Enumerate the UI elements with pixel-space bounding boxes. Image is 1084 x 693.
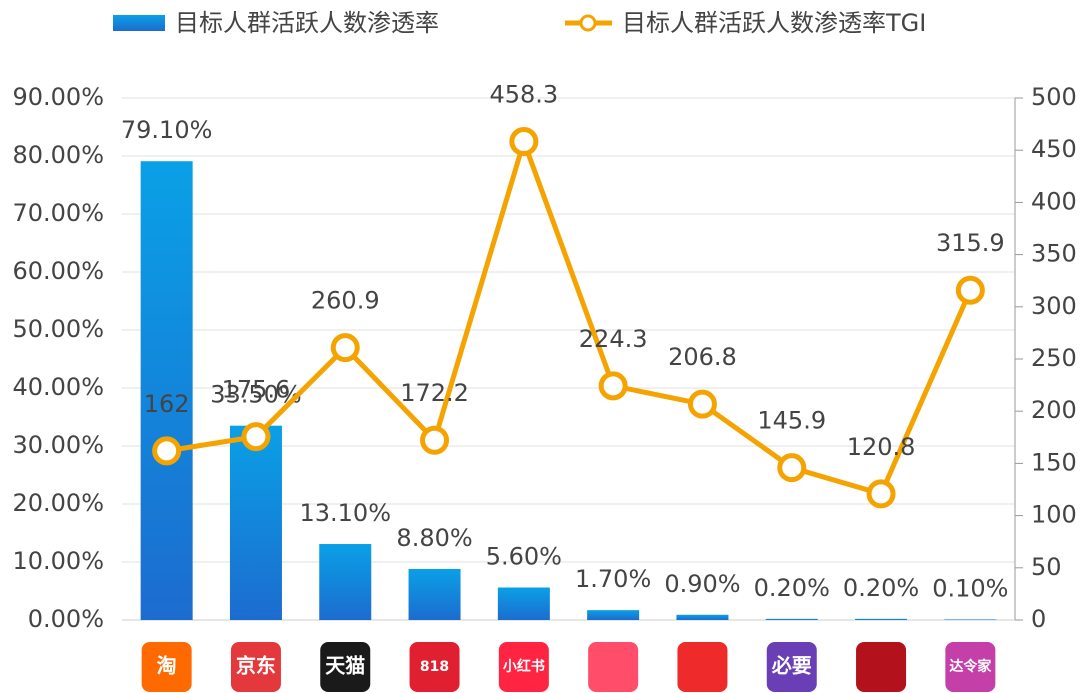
line-marker bbox=[866, 479, 896, 509]
line bbox=[166, 139, 973, 497]
y-tick-label: 30.00% bbox=[12, 431, 104, 459]
y2-tick-label: 50 bbox=[1031, 553, 1062, 581]
y2-tick-label: 150 bbox=[1031, 448, 1077, 476]
line-marker bbox=[420, 425, 450, 455]
y-tick-label: 60.00% bbox=[12, 257, 104, 285]
y2-tick-label: 350 bbox=[1031, 240, 1077, 268]
category-icon bbox=[409, 642, 460, 692]
bar bbox=[140, 161, 193, 620]
bar bbox=[408, 568, 461, 620]
y-tick-label: 50.00% bbox=[12, 315, 104, 343]
y-tick-label: 80.00% bbox=[12, 141, 104, 169]
category-icon bbox=[588, 642, 639, 692]
bar bbox=[229, 425, 282, 620]
category-icon bbox=[230, 642, 281, 692]
category-icon bbox=[856, 642, 907, 692]
y-tick-label: 0.00% bbox=[28, 605, 104, 633]
bar bbox=[765, 618, 818, 620]
y-tick-label: 20.00% bbox=[12, 489, 104, 517]
bar bbox=[855, 618, 908, 620]
line-marker bbox=[598, 371, 628, 401]
line-value-label: 145.9 bbox=[757, 407, 826, 435]
category-icon bbox=[677, 642, 728, 692]
x-tick-label: 京东 bbox=[236, 654, 276, 678]
y2-tick-label: 300 bbox=[1031, 292, 1077, 320]
y-tick-label: 90.00% bbox=[12, 83, 104, 111]
legend-swatch bbox=[113, 15, 165, 31]
line-marker bbox=[152, 436, 182, 466]
category-icon bbox=[945, 642, 996, 692]
y-tick-label: 10.00% bbox=[12, 547, 104, 575]
bar bbox=[319, 544, 372, 620]
line-value-label: 260.9 bbox=[311, 287, 380, 315]
bar-value-label: 0.20% bbox=[754, 574, 830, 602]
line-marker bbox=[687, 389, 717, 419]
line-value-label: 206.8 bbox=[668, 343, 737, 371]
line-marker bbox=[241, 422, 271, 452]
bar-value-label: 5.60% bbox=[486, 543, 562, 571]
x-tick-label: 达令家 bbox=[949, 658, 992, 675]
bar bbox=[587, 610, 640, 620]
line-value-label: 315.9 bbox=[936, 229, 1005, 257]
category-icon bbox=[320, 642, 371, 692]
y2-tick-label: 250 bbox=[1031, 344, 1077, 372]
y2-tick-label: 100 bbox=[1031, 501, 1077, 529]
line-value-label: 175.6 bbox=[222, 376, 291, 404]
bar-value-label: 79.10% bbox=[121, 116, 213, 144]
x-tick-label: 淘 bbox=[157, 654, 177, 678]
x-tick-label: 小红书 bbox=[503, 658, 545, 675]
bar-value-label: 13.10% bbox=[299, 499, 391, 527]
line-value-label: 162 bbox=[144, 390, 190, 418]
line-marker bbox=[777, 453, 807, 483]
category-icon bbox=[498, 642, 549, 692]
y2-tick-label: 500 bbox=[1031, 83, 1077, 111]
line-marker bbox=[330, 333, 360, 363]
line-value-label: 172.2 bbox=[400, 379, 469, 407]
y2-tick-label: 0 bbox=[1031, 605, 1046, 633]
y2-tick-label: 200 bbox=[1031, 396, 1077, 424]
legend-label: 目标人群活跃人数渗透率TGI bbox=[622, 9, 926, 37]
bar-value-label: 0.20% bbox=[843, 574, 919, 602]
bar-value-label: 8.80% bbox=[396, 524, 472, 552]
y-tick-label: 40.00% bbox=[12, 373, 104, 401]
x-tick-label: 天猫 bbox=[325, 654, 365, 678]
y2-tick-label: 400 bbox=[1031, 187, 1077, 215]
bar-value-label: 1.70% bbox=[575, 565, 651, 593]
category-icon bbox=[141, 642, 192, 692]
x-tick-label: 818 bbox=[420, 659, 449, 675]
line-value-label: 120.8 bbox=[847, 433, 916, 461]
y-tick-label: 70.00% bbox=[12, 199, 104, 227]
line-marker bbox=[955, 275, 985, 305]
bar bbox=[944, 619, 997, 620]
category-icon bbox=[766, 642, 817, 692]
y2-tick-label: 450 bbox=[1031, 135, 1077, 163]
bar-value-label: 0.10% bbox=[932, 574, 1008, 602]
line-value-label: 224.3 bbox=[579, 325, 648, 353]
legend-label: 目标人群活跃人数渗透率 bbox=[175, 9, 439, 37]
line-marker bbox=[509, 127, 539, 157]
bar-value-label: 0.90% bbox=[664, 570, 740, 598]
bar bbox=[497, 587, 550, 620]
legend-swatch bbox=[579, 14, 597, 32]
bar bbox=[676, 614, 729, 620]
x-tick-label: 必要 bbox=[771, 654, 812, 678]
line-value-label: 458.3 bbox=[489, 81, 558, 109]
